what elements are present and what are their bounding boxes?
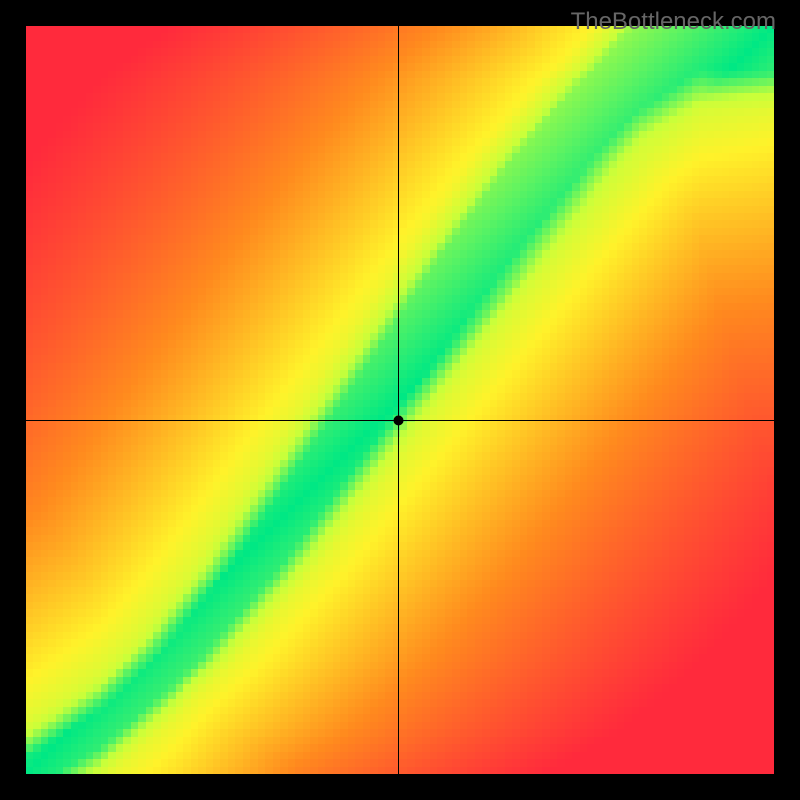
watermark-label: TheBottleneck.com [571, 8, 776, 36]
bottleneck-heatmap [26, 26, 774, 774]
root: TheBottleneck.com [0, 0, 800, 800]
